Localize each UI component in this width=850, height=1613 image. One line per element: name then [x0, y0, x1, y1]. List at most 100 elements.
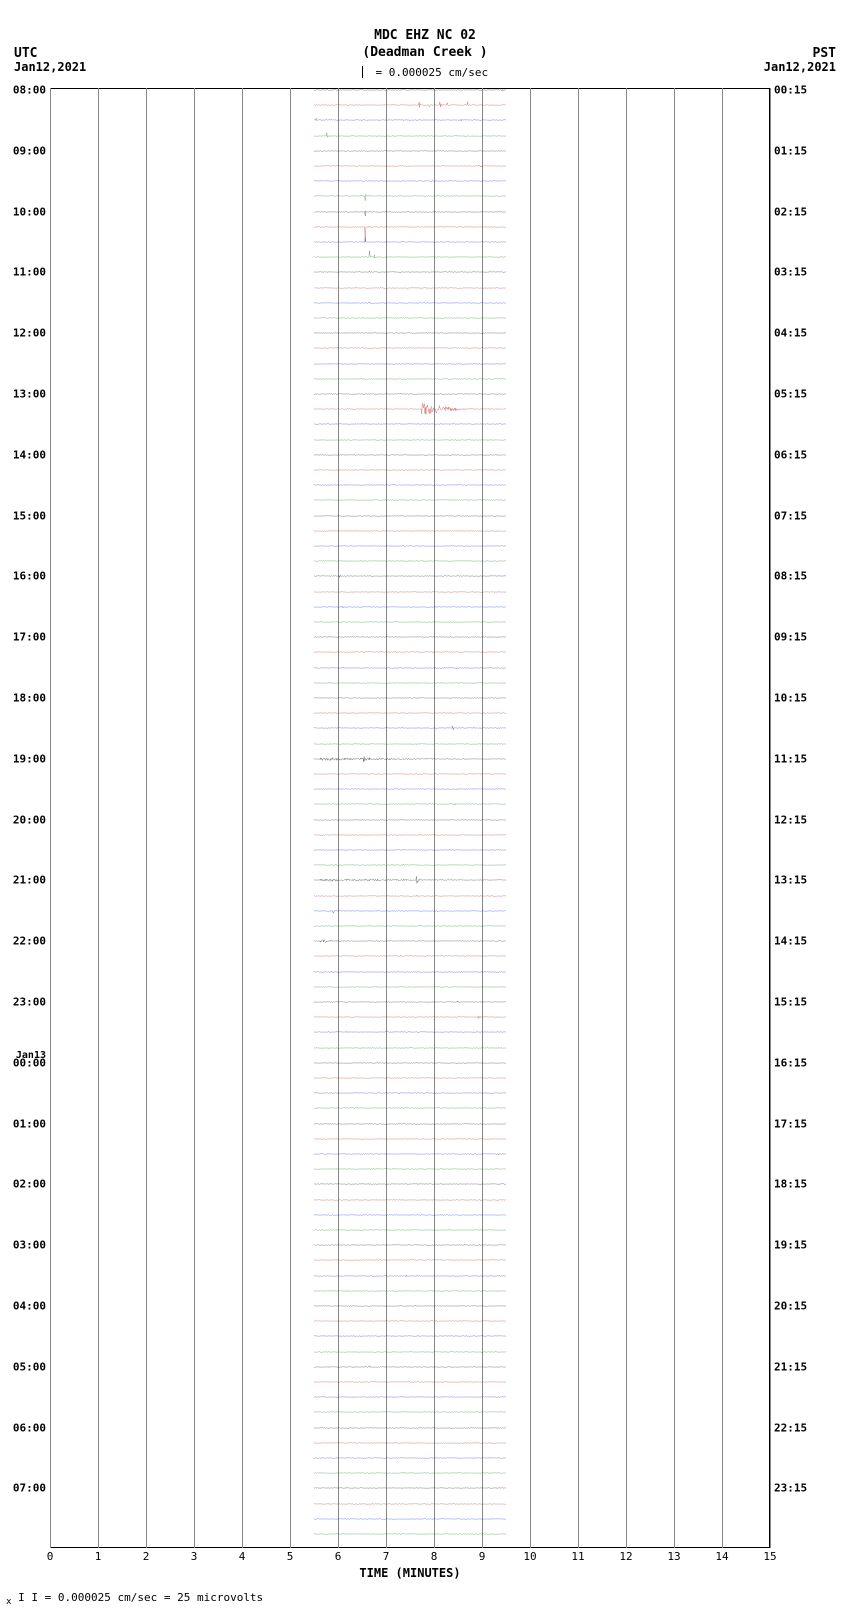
- utc-time-label: 17:00: [13, 631, 46, 644]
- pst-time-label: 15:15: [774, 996, 807, 1009]
- seismic-trace: [50, 1161, 770, 1177]
- seismic-trace: [50, 599, 770, 615]
- seismic-trace: [50, 477, 770, 493]
- utc-time-label: 20:00: [13, 813, 46, 826]
- x-tick-label: 1: [95, 1550, 102, 1563]
- seismic-trace: [50, 188, 770, 204]
- pst-time-label: 14:15: [774, 935, 807, 948]
- utc-time-label: 09:00: [13, 144, 46, 157]
- seismic-trace: [50, 705, 770, 721]
- seismic-trace: [50, 1222, 770, 1238]
- seismic-trace: [50, 1404, 770, 1420]
- seismic-trace: [50, 933, 770, 949]
- seismic-trace: [50, 1070, 770, 1086]
- utc-time-label: 12:00: [13, 327, 46, 340]
- seismic-trace: [50, 1298, 770, 1314]
- seismic-trace: [50, 720, 770, 736]
- scale-bar-icon: [362, 66, 365, 78]
- seismic-trace: [50, 432, 770, 448]
- seismic-trace: [50, 264, 770, 280]
- x-tick-label: 12: [619, 1550, 632, 1563]
- seismic-trace: [50, 1496, 770, 1512]
- seismic-trace: [50, 1116, 770, 1132]
- seismic-trace: [50, 1465, 770, 1481]
- seismic-trace: [50, 249, 770, 265]
- utc-time-label: 21:00: [13, 874, 46, 887]
- x-tick-label: 14: [715, 1550, 728, 1563]
- seismic-trace: [50, 812, 770, 828]
- date-mark: Jan13: [16, 1050, 46, 1061]
- utc-time-label: 01:00: [13, 1117, 46, 1130]
- scale-indicator: = 0.000025 cm/sec: [0, 66, 850, 79]
- pst-time-label: 17:15: [774, 1117, 807, 1130]
- utc-time-label: 23:00: [13, 996, 46, 1009]
- seismic-trace: [50, 751, 770, 767]
- utc-time-label: 11:00: [13, 266, 46, 279]
- utc-time-label: 14:00: [13, 448, 46, 461]
- x-tick-label: 13: [667, 1550, 680, 1563]
- utc-time-label: 08:00: [13, 84, 46, 97]
- seismic-trace: [50, 128, 770, 144]
- pst-time-label: 07:15: [774, 509, 807, 522]
- footer-scale: x I I = 0.000025 cm/sec = 25 microvolts: [6, 1591, 263, 1607]
- seismic-trace: [50, 1435, 770, 1451]
- seismic-trace: [50, 568, 770, 584]
- seismic-trace: [50, 97, 770, 113]
- seismic-trace: [50, 1480, 770, 1496]
- x-tick-label: 10: [523, 1550, 536, 1563]
- seismic-trace: [50, 1344, 770, 1360]
- seismic-trace: [50, 1131, 770, 1147]
- header: MDC EHZ NC 02 (Deadman Creek ): [0, 28, 850, 62]
- seismic-trace: [50, 1526, 770, 1542]
- seismic-trace: [50, 1359, 770, 1375]
- seismic-trace: [50, 644, 770, 660]
- utc-time-label: 22:00: [13, 935, 46, 948]
- seismic-trace: [50, 979, 770, 995]
- pst-time-label: 20:15: [774, 1300, 807, 1313]
- seismic-trace: [50, 994, 770, 1010]
- seismic-trace: [50, 766, 770, 782]
- seismic-trace: [50, 614, 770, 630]
- seismic-trace: [50, 1389, 770, 1405]
- x-tick-label: 4: [239, 1550, 246, 1563]
- seismic-trace: [50, 371, 770, 387]
- pst-time-label: 22:15: [774, 1421, 807, 1434]
- seismic-trace: [50, 1055, 770, 1071]
- x-tick-label: 2: [143, 1550, 150, 1563]
- seismic-trace: [50, 857, 770, 873]
- seismic-trace: [50, 340, 770, 356]
- utc-time-label: 02:00: [13, 1178, 46, 1191]
- seismic-trace: [50, 1313, 770, 1329]
- seismic-trace: [50, 675, 770, 691]
- pst-time-label: 03:15: [774, 266, 807, 279]
- seismic-trace: [50, 158, 770, 174]
- pst-time-label: 11:15: [774, 752, 807, 765]
- pst-time-label: 23:15: [774, 1482, 807, 1495]
- x-tick-label: 15: [763, 1550, 776, 1563]
- pst-time-label: 18:15: [774, 1178, 807, 1191]
- seismic-trace: [50, 584, 770, 600]
- seismic-trace: [50, 903, 770, 919]
- x-tick-label: 9: [479, 1550, 486, 1563]
- seismic-trace: [50, 204, 770, 220]
- seismic-trace: [50, 310, 770, 326]
- seismic-trace: [50, 386, 770, 402]
- utc-time-label: 04:00: [13, 1300, 46, 1313]
- tz-right-label: PST: [813, 46, 836, 61]
- seismic-trace: [50, 523, 770, 539]
- seismic-trace: [50, 1237, 770, 1253]
- seismic-trace: [50, 842, 770, 858]
- utc-time-label: 07:00: [13, 1482, 46, 1495]
- seismic-trace: [50, 1009, 770, 1025]
- utc-time-label: 13:00: [13, 388, 46, 401]
- utc-time-label: 03:00: [13, 1239, 46, 1252]
- utc-time-label: 10:00: [13, 205, 46, 218]
- seismic-trace: [50, 827, 770, 843]
- seismic-trace: [50, 1085, 770, 1101]
- pst-time-label: 09:15: [774, 631, 807, 644]
- seismic-trace: [50, 660, 770, 676]
- x-tick-label: 8: [431, 1550, 438, 1563]
- utc-time-label: 19:00: [13, 752, 46, 765]
- pst-time-label: 06:15: [774, 448, 807, 461]
- x-tick-label: 11: [571, 1550, 584, 1563]
